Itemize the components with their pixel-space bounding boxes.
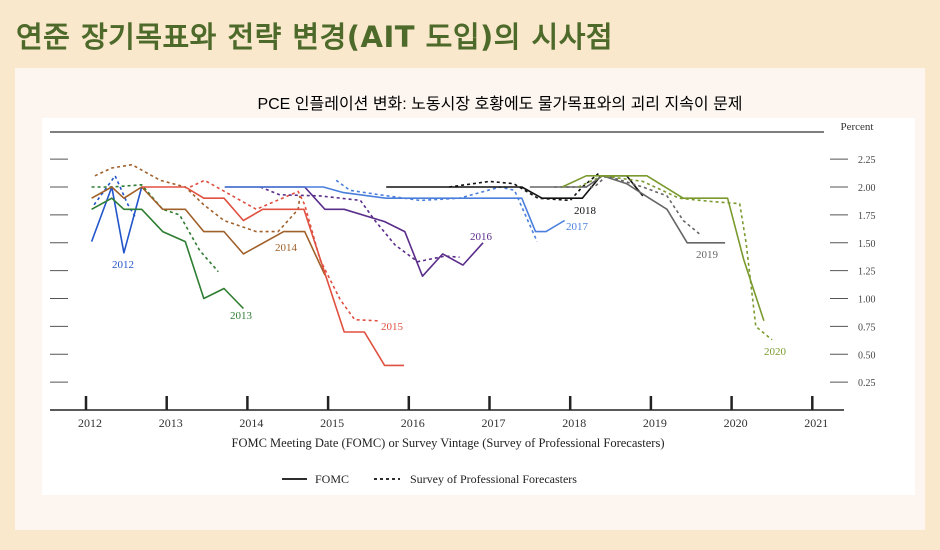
y-axis-label: Percent xyxy=(841,121,874,133)
y-tick-label: 0.25 xyxy=(858,378,876,389)
series-2018-fomc xyxy=(386,174,644,199)
x-tick-label: 2019 xyxy=(643,416,667,430)
series-label-2013: 2013 xyxy=(230,310,253,322)
content-panel: PCE 인플레이션 변화: 노동시장 호황에도 물가목표와의 괴리 지속이 문제… xyxy=(15,68,925,530)
series-label-2017: 2017 xyxy=(566,221,589,233)
y-tick-label: 2.25 xyxy=(858,155,876,166)
x-tick-label: 2013 xyxy=(159,416,183,430)
series-label-2020: 2020 xyxy=(764,346,787,358)
y-tick-label: 0.75 xyxy=(858,322,876,333)
series-2014-fomc xyxy=(91,186,326,276)
y-tick-label: 1.25 xyxy=(858,267,876,278)
series-2019-spf xyxy=(554,174,700,235)
series-2015-fomc xyxy=(141,186,404,367)
chart-subtitle: PCE 인플레이션 변화: 노동시장 호황에도 물가목표와의 괴리 지속이 문제 xyxy=(257,96,743,113)
series-2014-spf xyxy=(94,163,301,233)
x-tick-label: 2020 xyxy=(724,416,748,430)
chart-area: Percent 2.25 2.00 1.75 1.50 1.25 1.00 0.75 0.50 0… xyxy=(42,118,915,495)
x-tick-label: 2021 xyxy=(804,416,828,430)
y-tick-label: 0.50 xyxy=(858,350,876,361)
x-tick-label: 2018 xyxy=(562,416,586,430)
series-label-2016: 2016 xyxy=(470,231,493,243)
slide-title: 연준 장기목표와 전략 변경(AIT 도입)의 시사점 xyxy=(16,20,614,54)
legend-fomc-label: FOMC xyxy=(315,472,349,486)
series-2012-spf xyxy=(93,174,137,219)
y-tick-label: 1.75 xyxy=(858,211,876,222)
series-2020-spf xyxy=(577,174,773,341)
series-2017-spf xyxy=(335,179,538,242)
series-2013-fomc xyxy=(91,197,244,310)
series-2020-fomc xyxy=(561,174,765,322)
x-tick-label: 2017 xyxy=(482,416,506,430)
x-tick-label: 2014 xyxy=(239,416,263,430)
series-label-2019: 2019 xyxy=(696,249,719,261)
y-tick-label: 1.50 xyxy=(858,239,876,250)
series-label-2012: 2012 xyxy=(112,259,134,271)
pce-inflation-chart: Percent 2.25 2.00 1.75 1.50 1.25 1.00 0.75 0.50 0… xyxy=(50,121,876,486)
series-label-2014: 2014 xyxy=(275,242,298,254)
x-tick-label: 2012 xyxy=(78,416,102,430)
series-2019-fomc xyxy=(529,174,726,244)
series-label-2015: 2015 xyxy=(381,321,404,333)
y-tick-label: 2.00 xyxy=(858,183,876,194)
x-tick-label: 2015 xyxy=(320,416,344,430)
series-2012-fomc xyxy=(90,186,143,254)
y-tick-label: 1.00 xyxy=(858,295,876,306)
legend-spf-label: Survey of Professional Forecasters xyxy=(410,472,577,486)
series-2016-fomc xyxy=(224,186,484,277)
series-2016-spf xyxy=(260,186,460,263)
x-tick-label: 2016 xyxy=(401,416,425,430)
series-2013-spf xyxy=(91,184,219,273)
series-label-2018: 2018 xyxy=(574,205,597,217)
series-2015-spf xyxy=(189,179,379,322)
x-axis-label: FOMC Meeting Date (FOMC) or Survey Vinta… xyxy=(232,436,665,450)
